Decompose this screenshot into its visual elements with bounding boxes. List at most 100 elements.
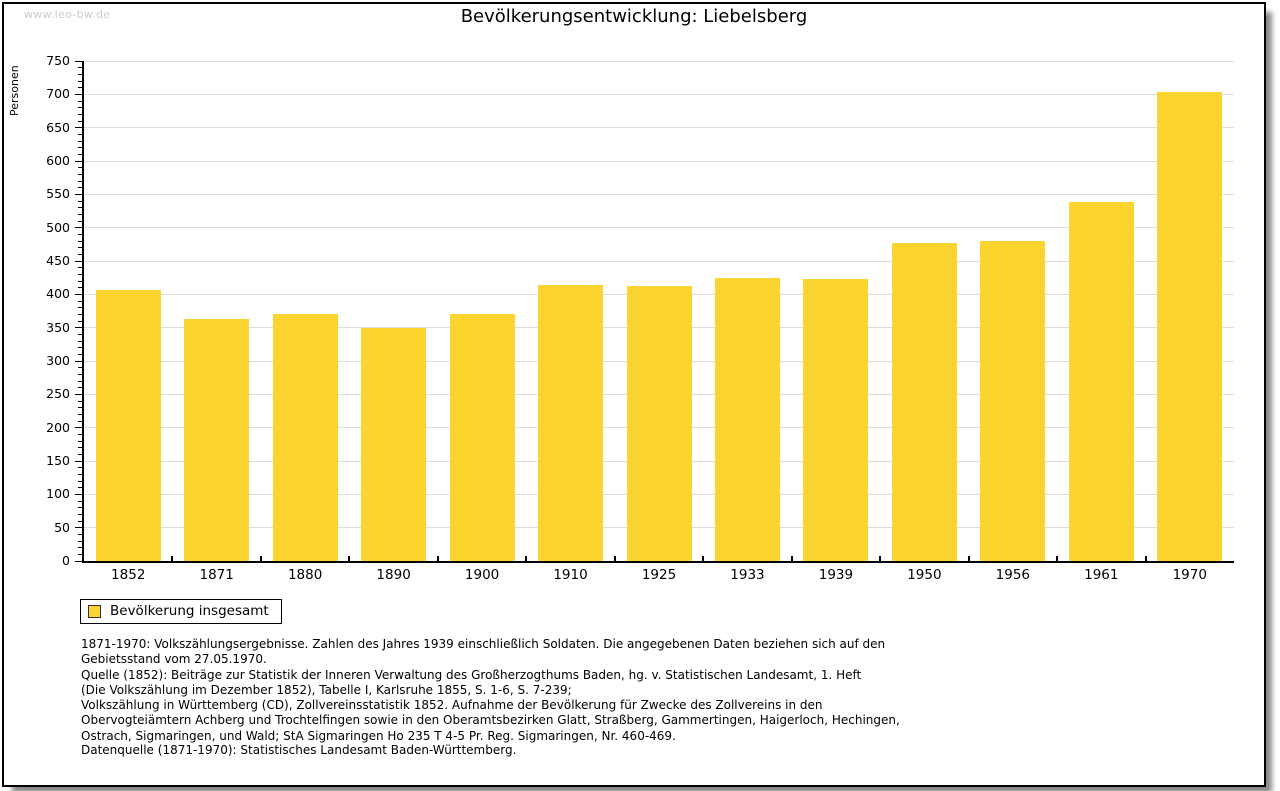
y-axis-minor-tick — [78, 100, 82, 102]
y-axis-minor-tick — [78, 153, 82, 155]
y-axis-minor-tick — [78, 200, 82, 202]
footnote-line: Obervogteiämtern Achberg und Trochtelfin… — [81, 713, 900, 728]
bar-1880 — [272, 314, 338, 561]
bar-1871 — [184, 319, 250, 561]
legend-label: Bevölkerung insgesamt — [110, 603, 269, 619]
y-axis-minor-tick — [78, 187, 82, 189]
y-axis-minor-tick — [78, 553, 82, 555]
bar-1950 — [891, 243, 957, 561]
y-axis-minor-tick — [78, 387, 82, 389]
y-axis-minor-tick — [78, 413, 82, 415]
y-axis-major-tick — [75, 293, 82, 295]
y-axis-tick-label: 450 — [46, 253, 70, 268]
y-axis-tick-label: 50 — [54, 519, 70, 535]
y-axis-tick-label: 750 — [46, 53, 70, 68]
x-axis-label-1925: 1925 — [641, 567, 677, 583]
y-axis-minor-tick — [78, 433, 82, 435]
y-axis-major-tick — [75, 327, 82, 329]
footnote-line: 1871-1970: Volkszählungsergebnisse. Zahl… — [81, 637, 886, 651]
x-axis-boundary-tick — [525, 556, 528, 561]
y-axis-tick-label: 200 — [46, 419, 70, 435]
footnote-line: Volkszählung in Württemberg (CD), Zollve… — [81, 698, 823, 713]
x-axis-boundary-tick — [702, 556, 705, 561]
x-axis-boundary-tick — [436, 556, 439, 561]
y-axis-major-tick — [75, 360, 82, 362]
y-axis-minor-tick — [78, 373, 82, 375]
y-axis-major-tick — [75, 560, 82, 562]
y-axis-title: Personen — [8, 65, 21, 116]
y-axis-minor-tick — [78, 300, 82, 302]
y-axis-minor-tick — [78, 467, 82, 469]
y-axis-minor-tick — [78, 107, 82, 109]
footnote-line: Quelle (1852): Beiträge zur Statistik de… — [81, 667, 862, 682]
y-axis-minor-tick — [78, 167, 82, 169]
y-axis-minor-tick — [78, 240, 82, 242]
y-axis-minor-tick — [78, 440, 82, 442]
plot-area: 0 50 100 150 200 250 300 350 400 450 500 550 600 650 7… — [46, 54, 1234, 583]
y-axis-minor-tick — [78, 313, 82, 315]
x-axis-boundary-tick — [1144, 556, 1147, 561]
y-axis-minor-tick — [78, 513, 82, 515]
y-axis-minor-tick — [78, 173, 82, 175]
y-axis-minor-tick — [78, 220, 82, 222]
y-axis-tick-label: 600 — [46, 153, 70, 168]
footnote-line: (Die Volkszählung im Dezember 1852), Tab… — [81, 682, 572, 697]
y-axis-minor-tick — [78, 320, 82, 322]
x-axis-boundary-tick — [613, 556, 616, 561]
y-axis-tick-label: 400 — [46, 286, 70, 302]
x-axis-boundary-tick — [348, 556, 351, 561]
y-axis-minor-tick — [78, 133, 82, 135]
y-axis-major-tick — [75, 427, 82, 429]
y-axis-minor-tick — [78, 213, 82, 215]
x-axis-boundary-tick — [790, 556, 793, 561]
bar-1956 — [980, 241, 1046, 561]
x-axis-label-1871: 1871 — [199, 567, 234, 583]
gridline — [84, 193, 1234, 195]
y-axis-minor-tick — [78, 247, 82, 249]
y-axis-minor-tick — [78, 273, 82, 275]
bar-1961 — [1068, 202, 1134, 561]
bar-1890 — [361, 327, 427, 561]
bar-1910 — [538, 285, 604, 561]
x-axis-label-1852: 1852 — [111, 567, 146, 583]
y-axis-minor-tick — [78, 147, 82, 149]
y-axis-minor-tick — [78, 233, 82, 235]
y-axis-minor-tick — [78, 73, 82, 75]
bar-1970 — [1157, 92, 1223, 561]
legend-swatch-icon — [88, 604, 101, 618]
x-axis-label-1956: 1956 — [995, 567, 1031, 583]
y-axis-minor-tick — [78, 87, 82, 89]
footnotes: 1871-1970: Volkszählungsergebnisse. Zahl… — [81, 637, 900, 744]
x-axis-label-1890: 1890 — [376, 567, 411, 583]
datasource-note: Datenquelle (1871-1970): Statistisches L… — [81, 743, 517, 757]
x-axis-boundary-tick — [259, 556, 262, 561]
gridline — [84, 227, 1234, 229]
footnote-line: Ostrach, Sigmaringen, und Wald; StA Sigm… — [81, 728, 676, 743]
y-axis-major-tick — [75, 393, 82, 395]
y-axis-major-tick — [75, 527, 82, 529]
y-axis-tick-label: 550 — [46, 186, 70, 202]
bar-1900 — [449, 313, 515, 561]
x-axis-label-1910: 1910 — [553, 567, 588, 583]
y-axis-minor-tick — [78, 287, 82, 289]
x-axis-label-1939: 1939 — [818, 567, 854, 583]
gridline — [84, 93, 1234, 95]
y-axis-minor-tick — [78, 407, 82, 409]
y-axis-minor-tick — [78, 120, 82, 122]
y-axis-minor-tick — [78, 473, 82, 475]
y-axis-major-tick — [75, 193, 82, 195]
y-axis-major-tick — [75, 60, 82, 62]
gridline — [84, 127, 1234, 129]
x-axis-label-1961: 1961 — [1084, 567, 1119, 583]
y-axis-minor-tick — [78, 480, 82, 482]
y-axis-minor-tick — [78, 253, 82, 255]
chart-title: Bevölkerungsentwicklung: Liebelsberg — [460, 6, 808, 27]
y-axis-tick-label: 100 — [46, 486, 70, 502]
y-axis-minor-tick — [78, 280, 82, 282]
y-axis-tick-label: 350 — [46, 319, 70, 335]
y-axis-tick-label: 150 — [46, 453, 70, 468]
y-axis-minor-tick — [78, 420, 82, 422]
y-axis-major-tick — [75, 227, 82, 229]
gridline — [84, 160, 1234, 162]
